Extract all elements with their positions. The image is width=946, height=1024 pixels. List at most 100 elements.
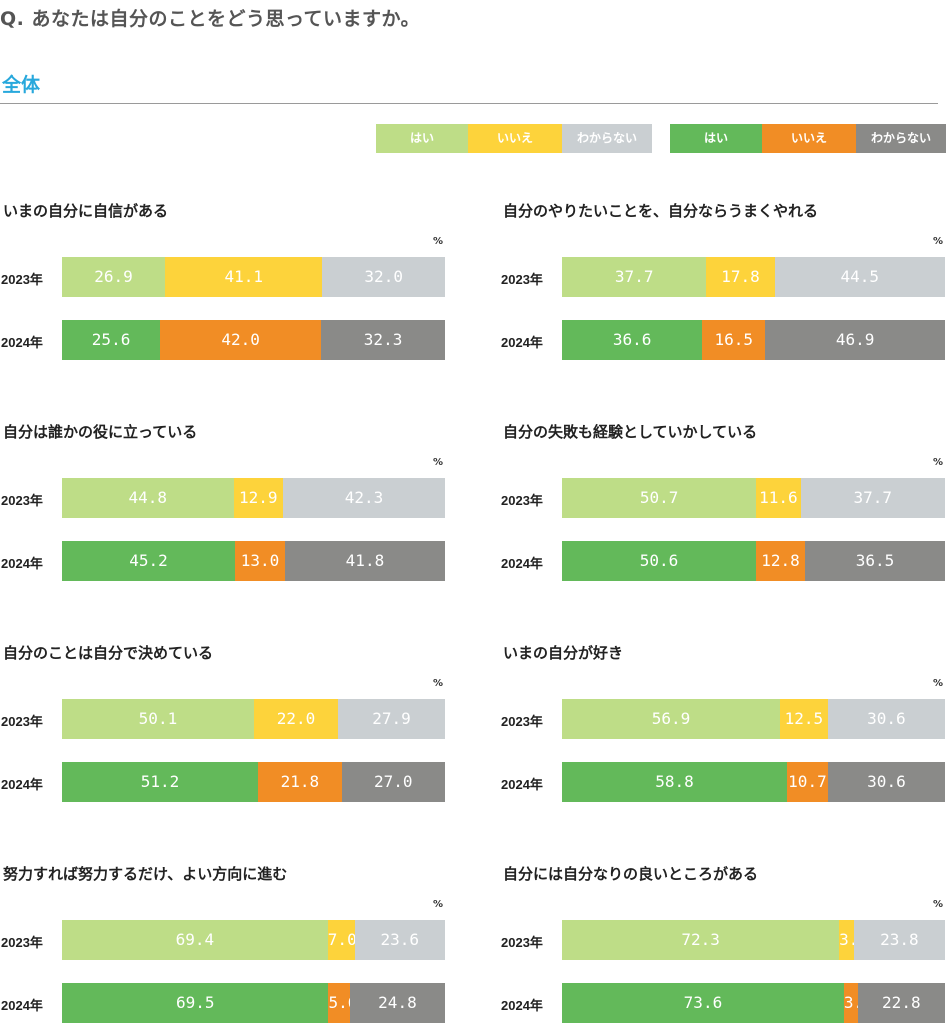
percent-unit-label: % xyxy=(933,457,944,468)
stacked-bar-2024: 45.2 13.0 41.8 xyxy=(62,541,445,581)
percent-unit-label: % xyxy=(933,899,944,910)
stacked-bar-2023: 69.4 7.0 23.6 xyxy=(62,920,445,960)
year-label: 2024年 xyxy=(501,556,543,571)
stacked-bar-2024: 25.6 42.0 32.3 xyxy=(62,320,445,360)
percent-unit-label: % xyxy=(433,899,444,910)
bar-segment-yes: 44.8 xyxy=(62,478,234,518)
percent-unit-label: % xyxy=(433,457,444,468)
year-label: 2024年 xyxy=(1,998,43,1013)
legend-item-yes-2023: はい xyxy=(376,124,468,153)
bar-segment-yes: 26.9 xyxy=(62,257,166,297)
bar-segment-yes: 45.2 xyxy=(62,541,236,581)
bar-segment-unknown: 37.7 xyxy=(800,478,945,518)
bar-segment-yes: 50.7 xyxy=(562,478,757,518)
section-title: 全体 xyxy=(2,74,41,96)
bar-segment-unknown: 30.6 xyxy=(827,699,945,739)
bar-segment-yes: 51.2 xyxy=(62,762,259,802)
chart-title: 自分には自分なりの良いところがある xyxy=(503,865,759,883)
year-label: 2024年 xyxy=(501,335,543,350)
legend-2024: はい いいえ わからない xyxy=(670,124,946,153)
legend-2023: はい いいえ わからない xyxy=(376,124,652,153)
bar-segment-no: 7.0 xyxy=(327,920,357,960)
bar-segment-no: 42.0 xyxy=(160,320,322,360)
bar-segment-unknown: 27.9 xyxy=(338,699,445,739)
bar-segment-unknown: 27.0 xyxy=(341,762,445,802)
bar-segment-yes: 56.9 xyxy=(562,699,780,739)
stacked-bar-2023: 50.1 22.0 27.9 xyxy=(62,699,445,739)
year-label: 2023年 xyxy=(501,714,543,729)
bar-segment-yes: 25.6 xyxy=(62,320,161,360)
stacked-bar-2024: 51.2 21.8 27.0 xyxy=(62,762,445,802)
legend-item-unknown-2023: わからない xyxy=(562,124,652,153)
year-label: 2023年 xyxy=(501,935,543,950)
chart-title: 努力すれば努力するだけ、よい方向に進む xyxy=(3,865,288,883)
year-label: 2024年 xyxy=(1,556,43,571)
bar-segment-no: 3.8 xyxy=(839,920,868,960)
bar-segment-yes: 73.6 xyxy=(562,983,844,1023)
stacked-bar-2024: 58.8 10.7 30.6 xyxy=(562,762,945,802)
bar-segment-yes: 58.8 xyxy=(562,762,787,802)
bar-segment-unknown: 24.8 xyxy=(349,983,445,1023)
bar-segment-yes: 72.3 xyxy=(562,920,840,960)
percent-unit-label: % xyxy=(933,236,944,247)
bar-segment-no: 41.1 xyxy=(165,257,323,297)
year-label: 2023年 xyxy=(501,272,543,287)
bar-segment-yes: 36.6 xyxy=(562,320,703,360)
bar-segment-unknown: 42.3 xyxy=(282,478,445,518)
legend-item-yes-2024: はい xyxy=(670,124,762,153)
year-label: 2024年 xyxy=(501,777,543,792)
bar-segment-unknown: 32.0 xyxy=(322,257,445,297)
stacked-bar-2023: 72.33.823.8 xyxy=(562,920,945,960)
bar-segment-no: 5.6 xyxy=(328,983,357,1023)
stacked-bar-2023: 26.9 41.1 32.0 xyxy=(62,257,445,297)
section-divider xyxy=(0,103,938,104)
chart-title: 自分は誰かの役に立っている xyxy=(3,423,198,441)
bar-segment-unknown: 23.6 xyxy=(354,920,445,960)
stacked-bar-2023: 50.7 11.6 37.7 xyxy=(562,478,945,518)
percent-unit-label: % xyxy=(433,236,444,247)
stacked-bar-2024: 50.6 12.8 36.5 xyxy=(562,541,945,581)
bar-segment-no: 10.7 xyxy=(786,762,828,802)
bar-segment-unknown: 30.6 xyxy=(827,762,945,802)
chart-title: いまの自分に自信がある xyxy=(3,202,169,220)
chart-title: 自分のやりたいことを、自分ならうまくやれる xyxy=(503,202,819,220)
bar-segment-yes: 50.1 xyxy=(62,699,254,739)
bar-segment-unknown: 44.5 xyxy=(774,257,945,297)
bar-segment-no: 12.8 xyxy=(755,541,806,581)
legend-item-no-2023: いいえ xyxy=(468,124,562,153)
chart-title: 自分のことは自分で決めている xyxy=(3,644,214,662)
stacked-bar-2024: 73.63.622.8 xyxy=(562,983,945,1023)
bar-segment-no: 11.6 xyxy=(756,478,801,518)
bar-segment-no: 22.0 xyxy=(253,699,339,739)
bar-segment-no: 13.0 xyxy=(235,541,285,581)
stacked-bar-2023: 56.9 12.5 30.6 xyxy=(562,699,945,739)
year-label: 2024年 xyxy=(1,335,43,350)
bar-segment-unknown: 41.8 xyxy=(284,541,445,581)
bar-segment-yes: 69.5 xyxy=(62,983,329,1023)
bar-segment-no: 12.9 xyxy=(233,478,283,518)
bar-segment-no: 3.6 xyxy=(843,983,873,1023)
question-title: Q. あなたは自分のことをどう思っていますか。 xyxy=(0,8,421,30)
percent-unit-label: % xyxy=(433,678,444,689)
bar-segment-yes: 37.7 xyxy=(562,257,707,297)
bar-segment-no: 16.5 xyxy=(702,320,766,360)
year-label: 2023年 xyxy=(1,935,43,950)
bar-segment-yes: 69.4 xyxy=(62,920,328,960)
percent-unit-label: % xyxy=(933,678,944,689)
year-label: 2023年 xyxy=(501,493,543,508)
bar-segment-unknown: 32.3 xyxy=(321,320,445,360)
bar-segment-unknown: 46.9 xyxy=(765,320,945,360)
year-label: 2023年 xyxy=(1,272,43,287)
bar-segment-no: 21.8 xyxy=(258,762,342,802)
stacked-bar-2024: 36.6 16.5 46.9 xyxy=(562,320,945,360)
year-label: 2023年 xyxy=(1,714,43,729)
bar-segment-yes: 50.6 xyxy=(562,541,756,581)
bar-segment-unknown: 23.8 xyxy=(853,920,945,960)
bar-segment-no: 17.8 xyxy=(706,257,775,297)
bar-segment-no: 12.5 xyxy=(779,699,828,739)
chart-title: 自分の失敗も経験としていかしている xyxy=(503,423,758,441)
legend-item-no-2024: いいえ xyxy=(762,124,856,153)
stacked-bar-2023: 44.8 12.9 42.3 xyxy=(62,478,445,518)
bar-segment-unknown: 22.8 xyxy=(857,983,945,1023)
year-label: 2024年 xyxy=(501,998,543,1013)
